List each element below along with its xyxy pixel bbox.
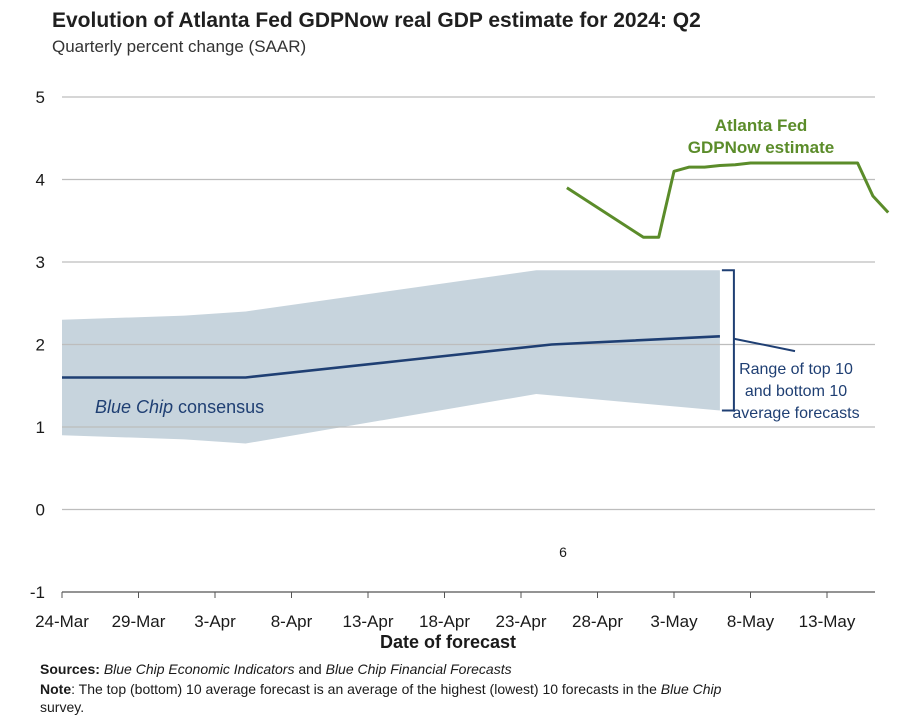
sources-and: and (298, 661, 322, 677)
x-tick-label: 8-May (727, 612, 775, 631)
sources-label: Sources: (40, 661, 100, 677)
range-bracket (721, 269, 735, 412)
gdpnow-label: Atlanta Fed (715, 116, 808, 135)
stray-mark: 6 (559, 544, 567, 560)
consensus-label-rest: consensus (173, 397, 264, 417)
x-axis-title: Date of forecast (380, 632, 516, 652)
y-tick-label: 5 (36, 88, 45, 107)
x-tick-label: 29-Mar (112, 612, 166, 631)
chart-subtitle: Quarterly percent change (SAAR) (52, 37, 307, 56)
x-tick-label: 18-Apr (419, 612, 470, 631)
x-tick-label: 28-Apr (572, 612, 623, 631)
range-label: average forecasts (732, 405, 859, 422)
sources-publication-1: Blue Chip Economic Indicators (103, 661, 295, 677)
range-band (62, 270, 720, 444)
y-tick-label: -1 (30, 583, 45, 602)
x-tick-label: 3-May (650, 612, 698, 631)
gdpnow-label: GDPNow estimate (688, 138, 834, 157)
y-tick-label: 2 (36, 336, 45, 355)
note-end: survey. (40, 699, 85, 715)
consensus-line (62, 335, 720, 379)
x-tick-label: 23-Apr (495, 612, 546, 631)
chart-title: Evolution of Atlanta Fed GDPNow real GDP… (52, 9, 701, 32)
sources-footnote: Sources: Blue Chip Economic Indicators a… (40, 660, 800, 678)
chart-canvas: 5 4 3 2 1 0 -1 24-Mar 29-Mar 3-Apr 8-Apr 13-Apr 18-A… (30, 88, 890, 652)
note-text: : The top (bottom) 10 average forecast i… (71, 681, 657, 697)
note-footnote: Note: The top (bottom) 10 average foreca… (40, 680, 800, 716)
range-label: and bottom 10 (745, 383, 847, 400)
note-label: Note (40, 681, 72, 697)
y-tick-label: 1 (36, 418, 45, 437)
range-label: Range of top 10 (739, 361, 853, 378)
sources-publication-2: Blue Chip Financial Forecasts (325, 661, 512, 677)
y-tick-label: 4 (36, 171, 45, 190)
range-leader-line (733, 337, 796, 353)
consensus-label-italic: Blue Chip (95, 397, 173, 417)
x-tick-label: 3-Apr (194, 612, 236, 631)
x-tick-label: 8-Apr (271, 612, 313, 631)
x-tick-label: 24-Mar (35, 612, 89, 631)
x-tick-label: 13-Apr (342, 612, 393, 631)
y-tick-label: 3 (36, 253, 45, 272)
note-italic: Blue Chip (660, 681, 722, 697)
x-tick-label: 13-May (799, 612, 856, 631)
consensus-label: Blue Chip consensus (95, 397, 264, 417)
gdpnow-line (566, 161, 890, 239)
y-tick-label: 0 (36, 501, 45, 520)
